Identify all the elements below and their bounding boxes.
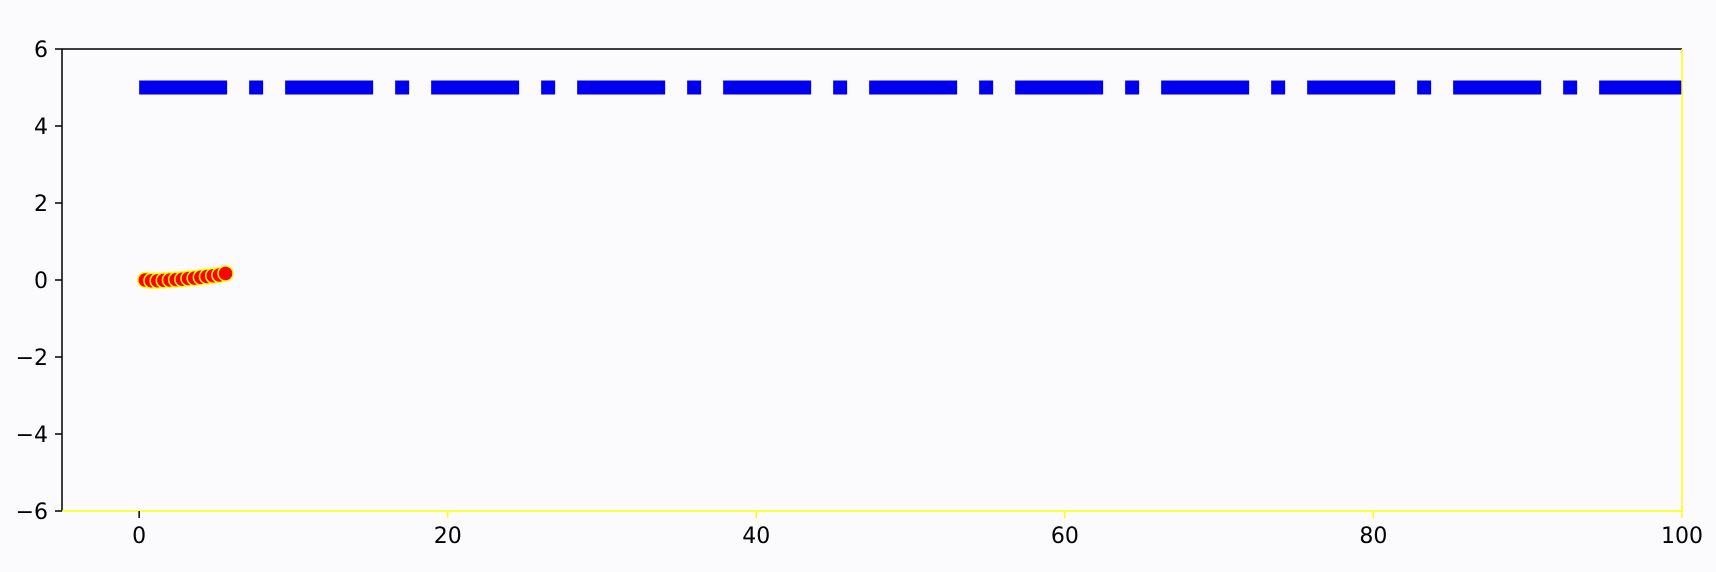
x-tick-label: 100 bbox=[1661, 524, 1703, 549]
y-tick-label: 0 bbox=[34, 269, 48, 294]
y-tick-label: 2 bbox=[34, 192, 48, 217]
x-axis-ticks: 0 20 40 60 80 100 bbox=[132, 511, 1703, 549]
y-tick-label: −6 bbox=[16, 500, 48, 525]
x-tick-label: 60 bbox=[1051, 524, 1079, 549]
x-tick-label: 20 bbox=[434, 524, 462, 549]
y-axis-ticks: −6 −4 −2 0 2 4 6 bbox=[16, 38, 62, 525]
x-tick-label: 40 bbox=[742, 524, 770, 549]
y-tick-label: 6 bbox=[34, 38, 48, 63]
x-tick-label: 0 bbox=[132, 524, 146, 549]
y-tick-label: 4 bbox=[34, 115, 48, 140]
x-tick-label: 80 bbox=[1359, 524, 1387, 549]
series-layer bbox=[137, 80, 1682, 290]
y-tick-label: −4 bbox=[16, 423, 48, 448]
series-1-point bbox=[217, 265, 234, 282]
y-tick-label: −2 bbox=[16, 346, 48, 371]
